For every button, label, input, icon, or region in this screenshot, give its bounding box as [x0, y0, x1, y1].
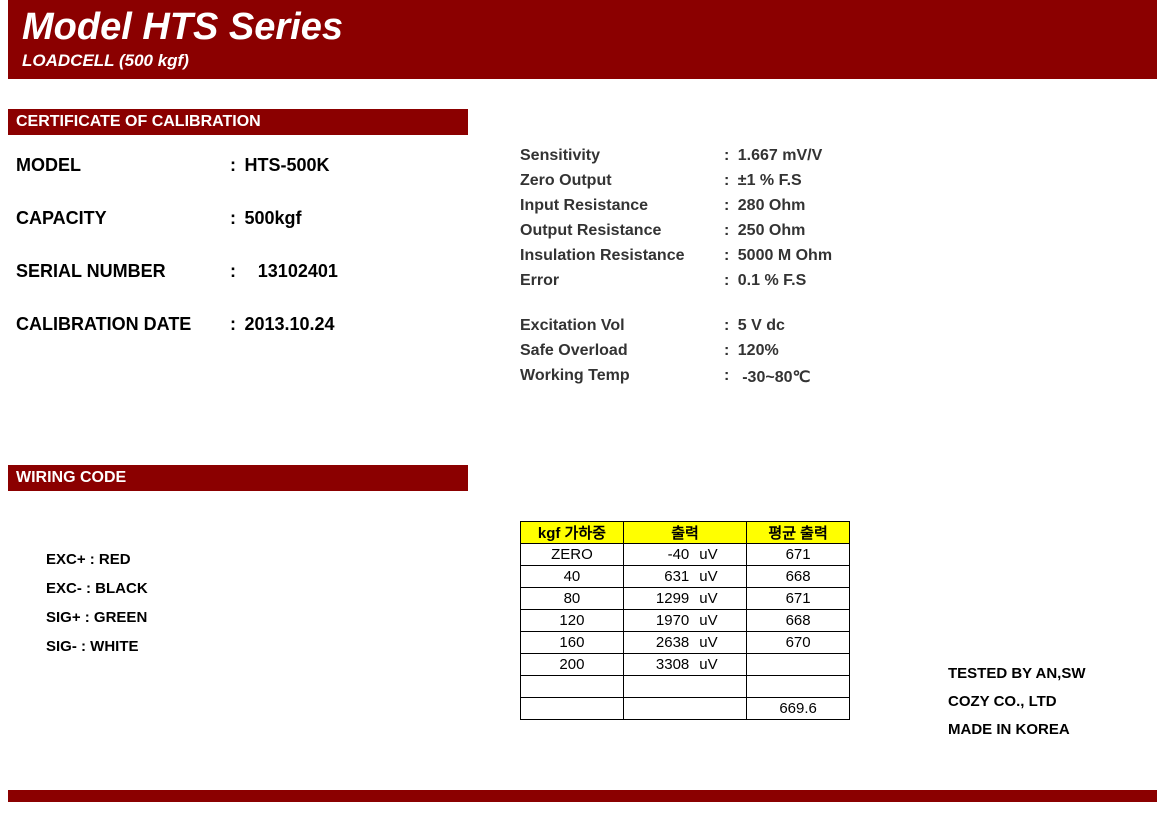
overload-label: Safe Overload — [520, 342, 720, 360]
calibration-table: kgf 가하중 출력 평균 출력 ZERO-40uV67140631uV6688… — [520, 521, 850, 720]
right-spec-block: Sensitivity: 1.667 mV/V Zero Output: ±1 … — [520, 147, 940, 394]
doc-title: Model HTS Series — [22, 6, 1143, 49]
section-cert: CERTIFICATE OF CALIBRATION — [8, 109, 468, 135]
cell-avg: 671 — [747, 544, 850, 566]
overload-value: 120% — [738, 342, 779, 360]
cell-avg: 668 — [747, 566, 850, 588]
input-res-label: Input Resistance — [520, 197, 720, 215]
cell-output-value: 2638 — [623, 632, 695, 654]
table-row: 1602638uV670 — [521, 632, 850, 654]
cell-output-unit: uV — [695, 654, 746, 676]
section-wiring: WIRING CODE — [8, 465, 468, 491]
output-res-label: Output Resistance — [520, 222, 720, 240]
cell-output-unit: uV — [695, 610, 746, 632]
table-row: 1201970uV668 — [521, 610, 850, 632]
output-res-value: 250 Ohm — [738, 222, 806, 240]
cell-output-value: 1970 — [623, 610, 695, 632]
doc-subtitle: LOADCELL (500 kgf) — [22, 51, 1143, 71]
model-label: MODEL — [16, 155, 226, 176]
caldate-label: CALIBRATION DATE — [16, 314, 226, 335]
cell-avg: 668 — [747, 610, 850, 632]
wiring-sig-minus: SIG- : WHITE — [46, 638, 496, 655]
table-row: 801299uV671 — [521, 588, 850, 610]
table-row: ZERO-40uV671 — [521, 544, 850, 566]
footer-tested-by: TESTED BY AN,SW — [948, 660, 1086, 688]
caldate-value: 2013.10.24 — [244, 314, 334, 335]
cell-load: 200 — [521, 654, 624, 676]
cell-output-unit: uV — [695, 544, 746, 566]
capacity-value: 500kgf — [244, 208, 301, 229]
serial-label: SERIAL NUMBER — [16, 261, 226, 282]
bottom-bar — [8, 790, 1157, 802]
serial-value: 13102401 — [258, 261, 338, 282]
footer-block: TESTED BY AN,SW COZY CO., LTD MADE IN KO… — [948, 660, 1086, 744]
cell-output-value: -40 — [623, 544, 695, 566]
temp-label: Working Temp — [520, 367, 720, 387]
cell-output-value: 1299 — [623, 588, 695, 610]
error-label: Error — [520, 272, 720, 290]
zero-output-label: Zero Output — [520, 172, 720, 190]
capacity-label: CAPACITY — [16, 208, 226, 229]
cell-output-unit: uV — [695, 588, 746, 610]
model-value: HTS-500K — [244, 155, 329, 176]
header-band: Model HTS Series LOADCELL (500 kgf) — [8, 0, 1157, 79]
input-res-value: 280 Ohm — [738, 197, 806, 215]
cell-output-value: 631 — [623, 566, 695, 588]
zero-output-value: ±1 % F.S — [738, 172, 802, 190]
left-spec-block: MODEL: HTS-500K CAPACITY: 500kgf SERIAL … — [16, 155, 496, 367]
temp-value: -30~80℃ — [742, 367, 810, 387]
table-row: 40631uV668 — [521, 566, 850, 588]
cell-output-unit: uV — [695, 566, 746, 588]
wiring-list: EXC+ : RED EXC- : BLACK SIG+ : GREEN SIG… — [46, 551, 496, 655]
insul-res-value: 5000 M Ohm — [738, 247, 832, 265]
error-value: 0.1 % F.S — [738, 272, 806, 290]
sensitivity-value: 1.667 mV/V — [738, 147, 823, 165]
cell-output-unit: uV — [695, 632, 746, 654]
table-row — [521, 676, 850, 698]
cell-avg — [747, 654, 850, 676]
excitation-value: 5 V dc — [738, 317, 785, 335]
cell-load: 160 — [521, 632, 624, 654]
wiring-exc-minus: EXC- : BLACK — [46, 580, 496, 597]
cell-load: ZERO — [521, 544, 624, 566]
excitation-label: Excitation Vol — [520, 317, 720, 335]
footer-origin: MADE IN KOREA — [948, 716, 1086, 744]
cell-avg: 670 — [747, 632, 850, 654]
sensitivity-label: Sensitivity — [520, 147, 720, 165]
cell-load: 120 — [521, 610, 624, 632]
cell-final-avg: 669.6 — [747, 698, 850, 720]
th-load: kgf 가하중 — [521, 522, 624, 544]
cell-avg: 671 — [747, 588, 850, 610]
th-output: 출력 — [623, 522, 746, 544]
cell-load: 40 — [521, 566, 624, 588]
insul-res-label: Insulation Resistance — [520, 247, 720, 265]
wiring-sig-plus: SIG+ : GREEN — [46, 609, 496, 626]
table-row-final: 669.6 — [521, 698, 850, 720]
cell-load: 80 — [521, 588, 624, 610]
th-avg: 평균 출력 — [747, 522, 850, 544]
table-row: 2003308uV — [521, 654, 850, 676]
wiring-exc-plus: EXC+ : RED — [46, 551, 496, 568]
cell-output-value: 3308 — [623, 654, 695, 676]
footer-company: COZY CO., LTD — [948, 688, 1086, 716]
